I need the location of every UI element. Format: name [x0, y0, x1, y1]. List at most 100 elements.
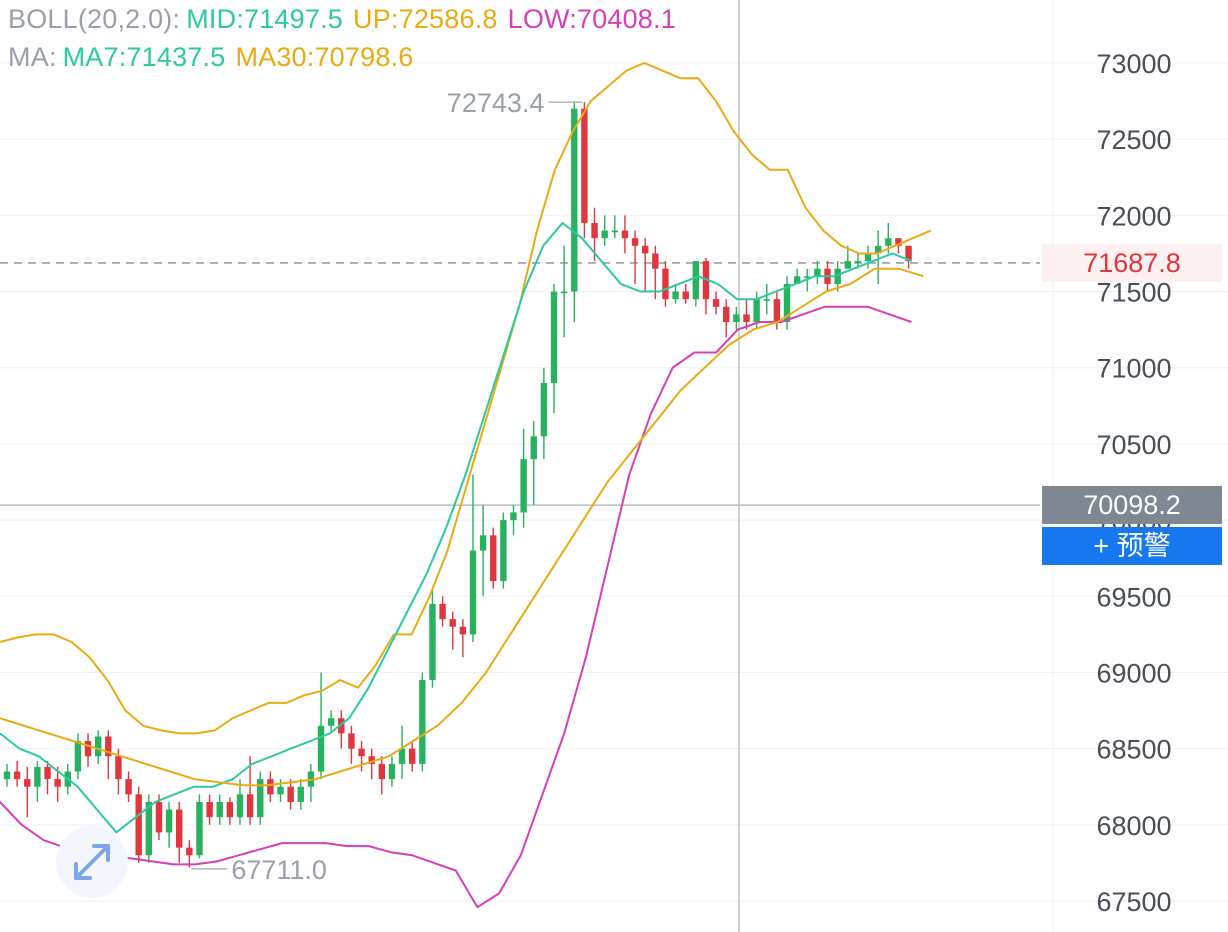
candle-body [145, 801, 153, 856]
candle-body [560, 291, 568, 294]
candle-body [338, 718, 345, 734]
candle-body [500, 520, 507, 582]
boll-legend-label: BOLL(20,2.0): [8, 4, 181, 34]
candle-body [267, 779, 274, 795]
y-tick-label: 72000 [1096, 201, 1171, 231]
y-tick-label: 69000 [1096, 658, 1171, 688]
current-price-badge: 71687.8 [1042, 244, 1222, 282]
candle-body [277, 786, 284, 795]
candle-body [398, 748, 406, 764]
candle-body [186, 847, 193, 856]
candle-body [490, 535, 497, 582]
candle-body [854, 261, 862, 263]
candle-body [216, 801, 223, 818]
candle-body [74, 741, 82, 772]
candle-body [844, 261, 851, 269]
candle-body [327, 718, 335, 726]
boll-low-value: LOW:70408.1 [507, 4, 676, 34]
y-tick-label: 69500 [1096, 582, 1171, 612]
candle-body [94, 736, 102, 757]
candle-body [196, 801, 203, 856]
candle-body [236, 794, 244, 818]
candle-body [459, 626, 467, 635]
candle-body [257, 779, 264, 818]
y-tick-label: 68500 [1096, 735, 1171, 765]
candle-body [165, 809, 173, 833]
candle-body [864, 253, 872, 262]
candle-body [763, 299, 770, 301]
candle-body [226, 801, 234, 818]
candle-body [672, 291, 679, 300]
candle-body [419, 680, 426, 764]
candle-body [105, 736, 112, 757]
candle-body [388, 763, 396, 780]
candle-body [206, 801, 213, 818]
candle-body [24, 779, 31, 787]
candle-body [246, 794, 254, 818]
y-tick-label: 73000 [1096, 49, 1171, 79]
candle-body [439, 603, 446, 620]
candle-body [591, 222, 598, 239]
candle-body [804, 276, 811, 278]
y-tick-label: 71500 [1096, 278, 1171, 308]
y-tick-label: 68000 [1096, 811, 1171, 841]
candle-body [3, 771, 11, 780]
candle-body [611, 230, 618, 233]
candle-body [723, 306, 730, 323]
boll-legend: BOLL(20,2.0): MID:71497.5 UP:72586.8 LOW:70… [8, 4, 686, 35]
candle-body [601, 230, 608, 239]
candle-body [378, 763, 386, 780]
ma30-value: MA30:70798.6 [235, 42, 414, 72]
candle-body [520, 459, 527, 513]
candle-body [115, 756, 122, 780]
candle-body [550, 291, 558, 383]
candle-body [13, 771, 21, 780]
candle-body [834, 268, 841, 284]
candle-body [783, 283, 791, 323]
candle-body [682, 291, 689, 300]
candle-body [905, 245, 912, 262]
candle-body [874, 245, 882, 254]
candle-body [885, 238, 892, 246]
candle-body [631, 238, 639, 246]
candle-body [581, 108, 588, 223]
candle-body [409, 748, 416, 764]
candles-group [3, 101, 912, 868]
candle-body [54, 779, 61, 787]
high-marker-label: 72743.4 [447, 88, 545, 118]
y-tick-label: 71000 [1096, 354, 1171, 384]
candle-body [510, 512, 517, 521]
candle-body [155, 801, 163, 833]
candle-body [571, 108, 578, 292]
candle-body [348, 733, 355, 749]
candle-body [641, 245, 649, 254]
candle-body [712, 299, 720, 307]
candle-body [287, 786, 294, 802]
candle-body [662, 268, 669, 300]
candle-body [317, 725, 325, 772]
candle-body [753, 299, 760, 323]
y-tick-label: 70500 [1096, 430, 1171, 460]
expand-chart-button[interactable] [56, 826, 128, 898]
candle-body [895, 238, 902, 246]
candle-body [368, 756, 375, 764]
candle-body [479, 535, 487, 551]
candle-body [814, 268, 821, 277]
series-line-boll_low [0, 305, 912, 909]
y-tick-label: 67500 [1096, 887, 1171, 917]
boll-up-value: UP:72586.8 [353, 4, 498, 34]
candle-body [135, 794, 142, 856]
candle-body [692, 261, 700, 300]
low-marker-label: 67711.0 [231, 855, 327, 885]
candle-body [652, 253, 659, 269]
candle-body [743, 314, 750, 323]
y-tick-label: 72500 [1096, 125, 1171, 155]
candle-body [773, 299, 781, 323]
candle-body [469, 550, 477, 635]
candle-body [125, 779, 132, 795]
expand-arrows-icon [74, 844, 110, 880]
price-alert-button[interactable]: + 预警 [1042, 527, 1222, 565]
candle-body [297, 786, 304, 802]
candle-body [540, 382, 548, 437]
